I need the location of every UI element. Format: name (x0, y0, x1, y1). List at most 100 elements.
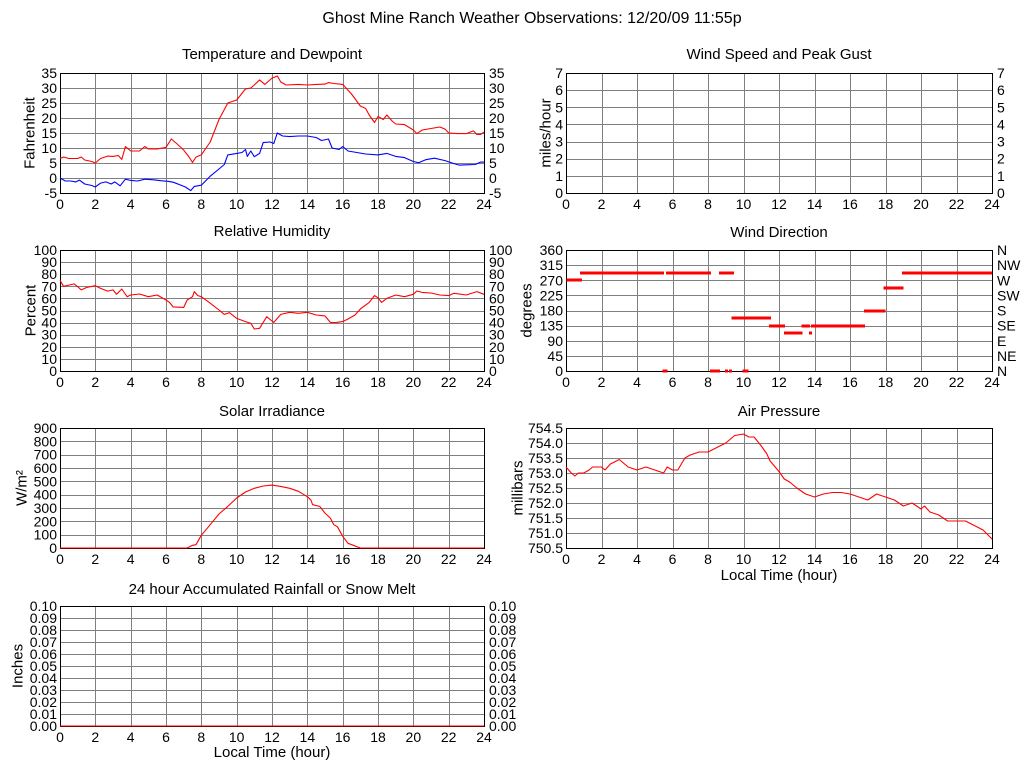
x-tick-label: 8 (197, 196, 205, 212)
chart-title: Solar Irradiance (219, 403, 325, 420)
y-tick-label: 45 (547, 348, 563, 364)
x-tick-label: 4 (633, 196, 641, 212)
right-y-tick-label: 100 (489, 242, 513, 258)
plot-frame (566, 250, 993, 372)
y-tick-label: 752.5 (528, 480, 563, 496)
y-tick-label: 100 (34, 527, 58, 543)
x-tick-label: 8 (704, 196, 712, 212)
y-tick-label: 900 (34, 420, 58, 436)
right-y-tick-label: 0 (489, 170, 497, 186)
x-tick-label: 10 (736, 374, 752, 390)
x-tick-label: 12 (264, 729, 280, 745)
y-tick-label: 750.5 (528, 540, 563, 556)
y-tick-label: 600 (34, 460, 58, 476)
x-tick-label: 0 (562, 196, 570, 212)
y-tick-label: 5 (555, 99, 563, 115)
y-axis-label: W/m² (14, 470, 31, 506)
y-tick-label: 1 (555, 168, 563, 184)
x-tick-label: 16 (335, 551, 351, 567)
y-tick-label: 751.5 (528, 510, 563, 526)
y-tick-label: 30 (41, 80, 57, 96)
y-tick-label: 0.03 (30, 682, 57, 698)
y-tick-label: 0 (555, 185, 563, 201)
x-tick-label: 18 (370, 729, 386, 745)
x-tick-label: 8 (197, 551, 205, 567)
x-tick-label: 8 (704, 374, 712, 390)
right-y-tick-label: 7 (997, 65, 1005, 81)
right-y-tick-label: 6 (997, 82, 1005, 98)
x-tick-label: 0 (56, 196, 64, 212)
x-tick-label: 14 (300, 374, 316, 390)
x-tick-label: 2 (91, 551, 99, 567)
x-tick-label: 6 (162, 374, 170, 390)
y-tick-label: 0.02 (30, 694, 57, 710)
y-tick-label: 20 (41, 339, 57, 355)
temperature-line (59, 75, 485, 164)
x-tick-label: 6 (669, 196, 677, 212)
right-y-tick-label: 0 (997, 185, 1005, 201)
x-tick-label: 20 (913, 196, 929, 212)
x-tick-label: 18 (370, 551, 386, 567)
x-tick-label: 22 (949, 196, 965, 212)
air-pressure-line (565, 433, 993, 540)
x-tick-label: 12 (771, 196, 787, 212)
x-tick-label: 0 (562, 374, 570, 390)
y-tick-label: 751.0 (528, 525, 563, 541)
y-tick-label: 0.01 (30, 706, 57, 722)
right-y-tick-label: 25 (489, 95, 505, 111)
plot-frame (60, 250, 485, 372)
x-tick-label: 2 (91, 374, 99, 390)
right-y-tick-label: 5 (997, 99, 1005, 115)
x-tick-label: 6 (162, 551, 170, 567)
right-y-tick-label: 0.08 (489, 622, 516, 638)
plot-frame (566, 73, 993, 194)
y-tick-label: 20 (41, 110, 57, 126)
x-tick-label: 24 (984, 551, 1000, 567)
y-tick-label: 2 (555, 151, 563, 167)
x-tick-label: 6 (162, 196, 170, 212)
x-tick-label: 0 (56, 374, 64, 390)
y-tick-label: 25 (41, 95, 57, 111)
y-tick-label: 30 (41, 327, 57, 343)
x-tick-label: 16 (335, 374, 351, 390)
chart-title: Temperature and Dewpoint (182, 46, 363, 63)
y-tick-label: 90 (41, 254, 57, 270)
x-tick-label: 24 (476, 196, 492, 212)
y-tick-label: 270 (540, 272, 564, 288)
x-tick-label: 20 (913, 374, 929, 390)
right-y-tick-label: 10 (489, 140, 505, 156)
right-y-tick-label: 0.03 (489, 682, 516, 698)
x-tick-label: 6 (162, 729, 170, 745)
y-tick-label: 400 (34, 487, 58, 503)
x-tick-label: 22 (949, 551, 965, 567)
x-tick-label: 18 (878, 196, 894, 212)
right-y-tick-label: 80 (489, 266, 505, 282)
y-tick-label: -5 (45, 185, 58, 201)
right-y-tick-label: 0.02 (489, 694, 516, 710)
x-tick-label: 20 (406, 551, 422, 567)
x-axis-label: Local Time (hour) (214, 744, 331, 761)
dewpoint-line (59, 132, 484, 192)
x-axis-label: Local Time (hour) (721, 567, 838, 584)
x-tick-label: 10 (229, 729, 245, 745)
x-tick-label: 16 (842, 374, 858, 390)
right-y-tick-label: 0 (489, 363, 497, 379)
y-tick-label: 0 (555, 363, 563, 379)
right-y-tick-label: 0.01 (489, 706, 516, 722)
x-tick-label: 10 (736, 196, 752, 212)
right-y-tick-label: S (997, 303, 1006, 319)
right-y-tick-label: 0.00 (489, 718, 516, 734)
right-y-tick-label: 30 (489, 327, 505, 343)
x-tick-label: 20 (913, 551, 929, 567)
y-tick-label: 753.0 (528, 465, 563, 481)
x-tick-label: 14 (807, 551, 823, 567)
x-tick-label: 4 (127, 551, 135, 567)
y-tick-label: 0.06 (30, 646, 57, 662)
x-tick-label: 2 (91, 729, 99, 745)
right-y-tick-label: N (997, 363, 1007, 379)
x-tick-label: 12 (771, 551, 787, 567)
y-tick-label: 0.08 (30, 622, 57, 638)
x-tick-label: 4 (127, 196, 135, 212)
x-tick-label: 20 (406, 196, 422, 212)
